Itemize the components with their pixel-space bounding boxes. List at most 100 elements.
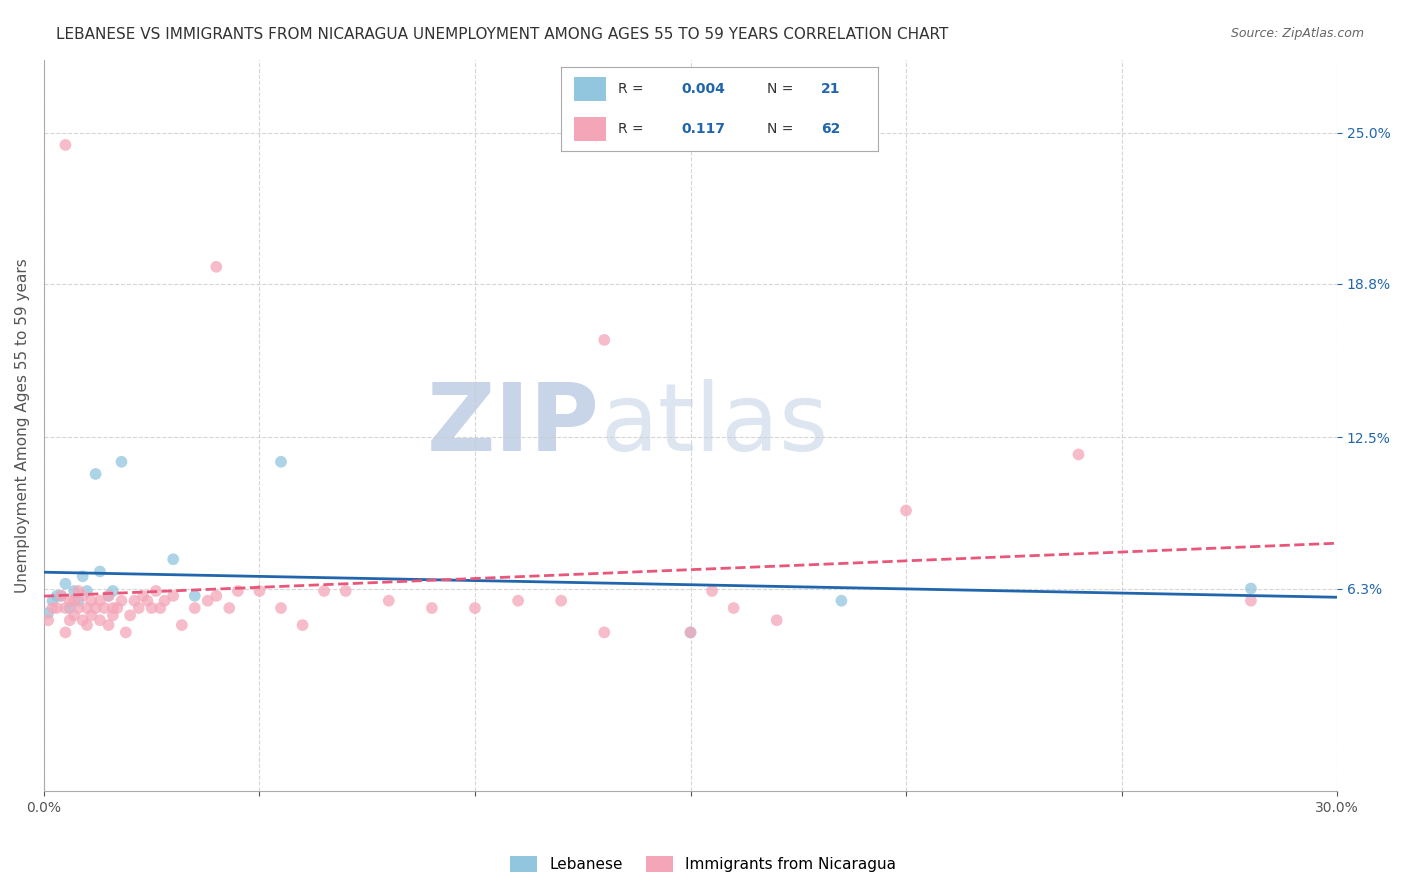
Point — [37, 606, 59, 620]
Point — [270, 455, 292, 469]
Point — [314, 584, 336, 599]
Point — [55, 601, 77, 615]
Text: atlas: atlas — [600, 379, 828, 471]
Text: R =: R = — [619, 122, 652, 136]
Text: R =: R = — [619, 82, 648, 95]
Point — [679, 625, 702, 640]
Point — [110, 455, 132, 469]
Point — [49, 589, 72, 603]
Point — [249, 584, 271, 599]
Point — [184, 589, 207, 603]
Point — [205, 589, 228, 603]
Point — [59, 601, 82, 615]
Point — [89, 565, 111, 579]
Point — [72, 613, 94, 627]
Point — [49, 589, 72, 603]
Text: 62: 62 — [821, 122, 841, 136]
Point — [97, 589, 120, 603]
Point — [378, 593, 401, 607]
Point — [67, 593, 90, 607]
Point — [291, 618, 314, 632]
FancyBboxPatch shape — [574, 77, 606, 101]
Point — [105, 601, 128, 615]
Point — [89, 613, 111, 627]
Point — [170, 618, 193, 632]
Point — [76, 618, 98, 632]
Point — [63, 593, 86, 607]
Text: ZIP: ZIP — [427, 379, 600, 471]
Point — [1240, 593, 1263, 607]
Point — [226, 584, 249, 599]
Point — [420, 601, 443, 615]
Point — [72, 589, 94, 603]
Point — [114, 625, 136, 640]
Text: LEBANESE VS IMMIGRANTS FROM NICARAGUA UNEMPLOYMENT AMONG AGES 55 TO 59 YEARS COR: LEBANESE VS IMMIGRANTS FROM NICARAGUA UN… — [56, 27, 949, 42]
Text: 21: 21 — [821, 82, 841, 95]
Point — [41, 601, 63, 615]
Point — [132, 589, 155, 603]
Point — [97, 618, 120, 632]
Point — [63, 608, 86, 623]
Point — [101, 608, 124, 623]
Point — [120, 608, 142, 623]
Point — [97, 589, 120, 603]
FancyBboxPatch shape — [574, 118, 606, 141]
Point — [67, 584, 90, 599]
Text: N =: N = — [768, 82, 797, 95]
Point — [1240, 582, 1263, 596]
Point — [205, 260, 228, 274]
Point — [162, 552, 184, 566]
Point — [270, 601, 292, 615]
Point — [830, 593, 852, 607]
Point — [765, 613, 787, 627]
Point — [101, 584, 124, 599]
Point — [72, 569, 94, 583]
Point — [55, 137, 77, 152]
Point — [110, 593, 132, 607]
Point — [218, 601, 240, 615]
Point — [162, 589, 184, 603]
Point — [506, 593, 529, 607]
Point — [59, 593, 82, 607]
Point — [464, 601, 486, 615]
Point — [76, 584, 98, 599]
Point — [700, 584, 723, 599]
Point — [93, 601, 115, 615]
Point — [84, 601, 107, 615]
Point — [145, 584, 167, 599]
Point — [550, 593, 572, 607]
Point — [149, 601, 172, 615]
Point — [45, 601, 67, 615]
Point — [89, 593, 111, 607]
Point — [45, 589, 67, 603]
Point — [55, 625, 77, 640]
Point — [76, 601, 98, 615]
Point — [136, 593, 159, 607]
Point — [197, 593, 219, 607]
Point — [141, 601, 163, 615]
Legend: Lebanese, Immigrants from Nicaragua: Lebanese, Immigrants from Nicaragua — [502, 848, 904, 880]
Point — [41, 593, 63, 607]
Point — [593, 333, 616, 347]
Point — [128, 601, 150, 615]
Point — [723, 601, 745, 615]
Point — [679, 625, 702, 640]
Text: Source: ZipAtlas.com: Source: ZipAtlas.com — [1230, 27, 1364, 40]
Point — [59, 613, 82, 627]
Point — [63, 584, 86, 599]
Point — [80, 593, 103, 607]
Text: N =: N = — [768, 122, 797, 136]
Point — [101, 601, 124, 615]
Text: 0.004: 0.004 — [682, 82, 725, 95]
Point — [894, 503, 917, 517]
Text: 0.117: 0.117 — [682, 122, 725, 136]
Point — [335, 584, 357, 599]
Point — [37, 613, 59, 627]
Point — [184, 601, 207, 615]
Point — [1067, 447, 1090, 461]
Point — [67, 601, 90, 615]
Point — [593, 625, 616, 640]
Point — [55, 576, 77, 591]
Point — [124, 593, 146, 607]
Point — [80, 608, 103, 623]
